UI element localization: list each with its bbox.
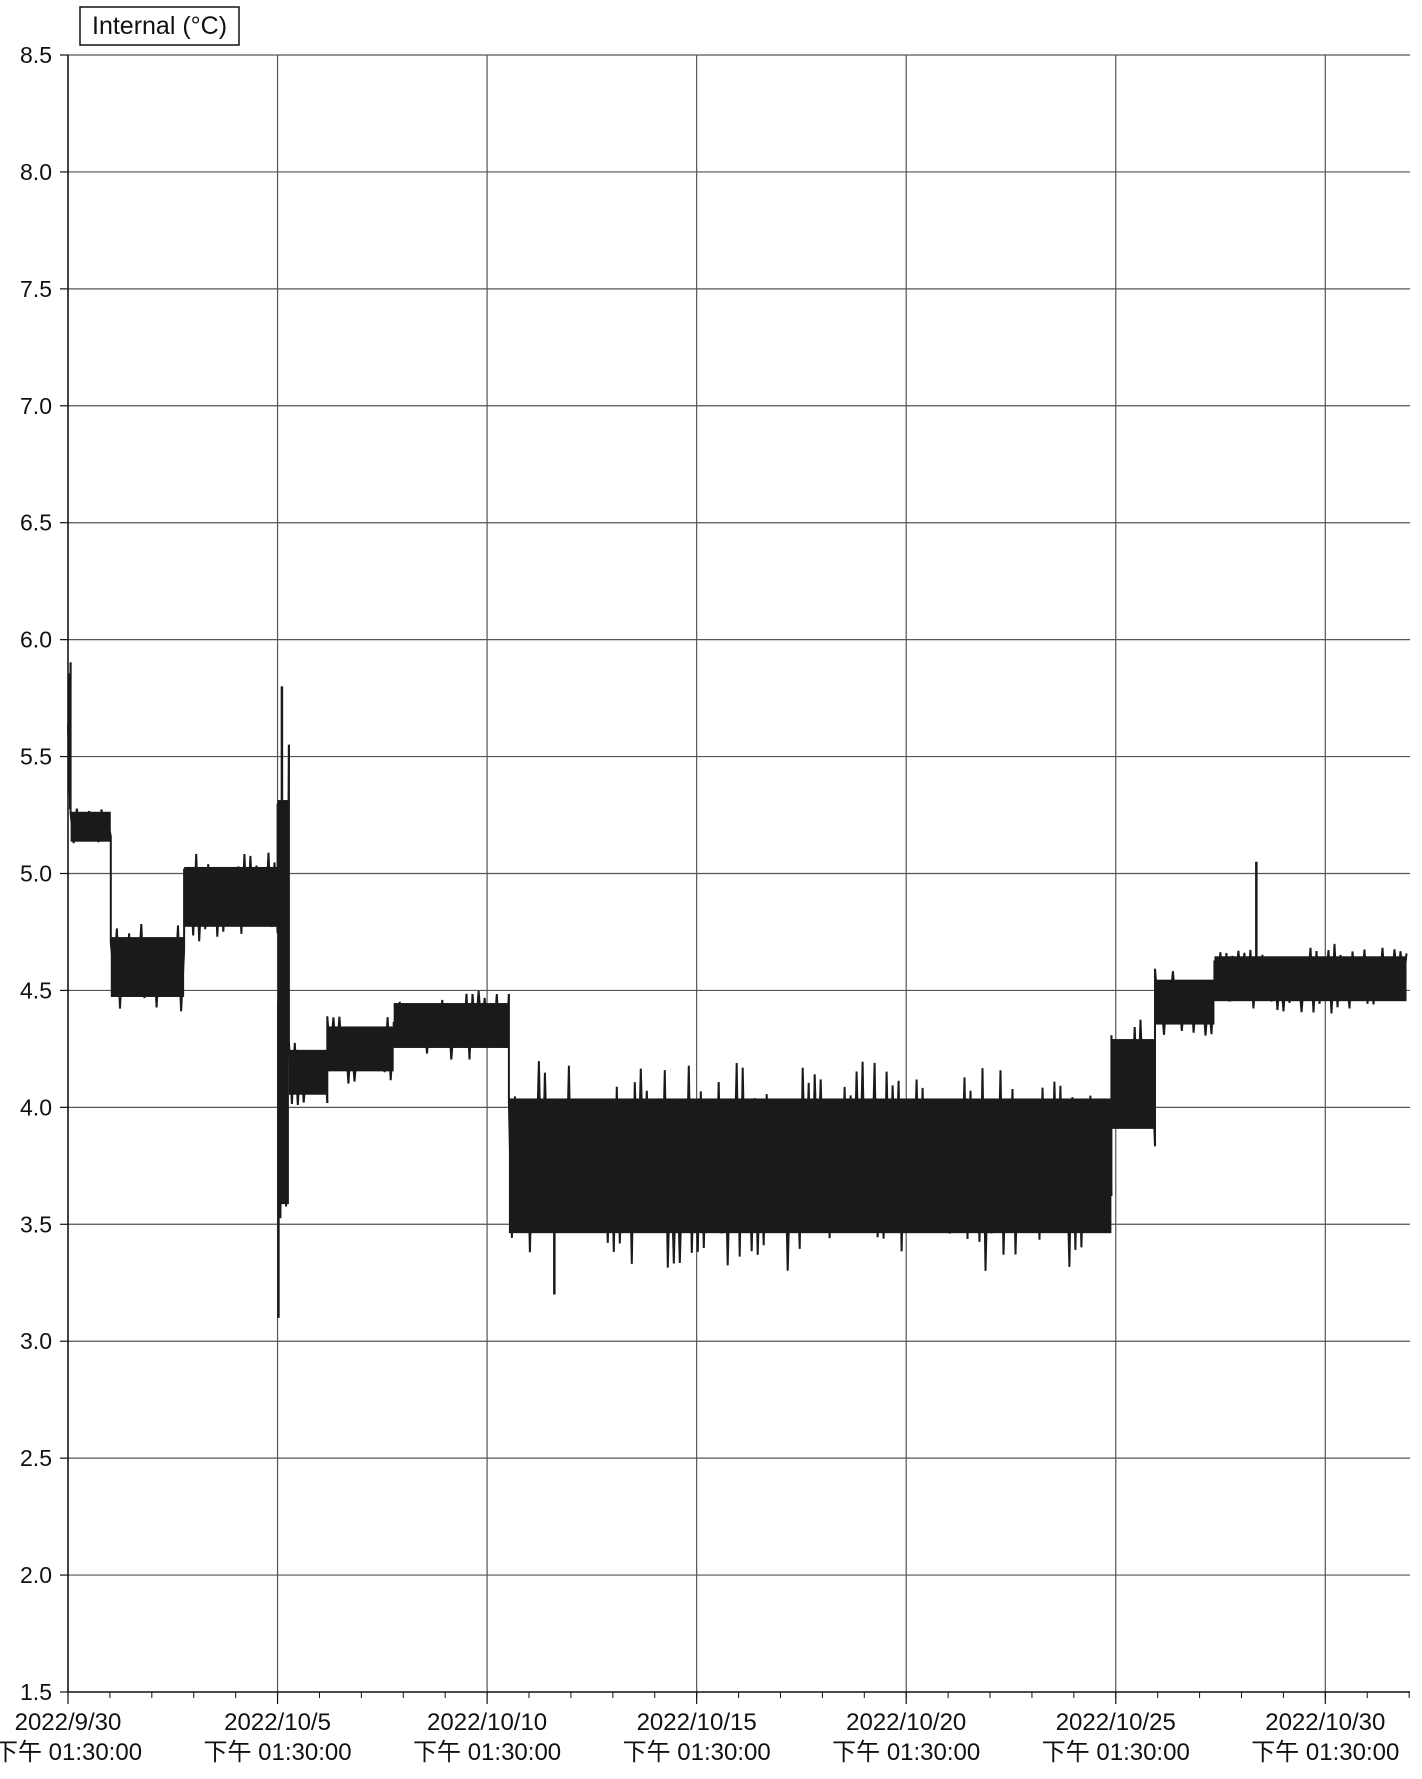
y-tick-label: 3.0 (20, 1328, 52, 1354)
series-band (277, 800, 289, 1205)
y-tick-label: 8.5 (20, 42, 52, 68)
x-tick-label-time: 下午 01:30:00 (413, 1739, 561, 1766)
x-tick-label-date: 2022/10/20 (846, 1709, 966, 1736)
series-trace (1154, 968, 1216, 1147)
y-tick-label: 4.5 (20, 977, 52, 1003)
series-trace (326, 1016, 395, 1103)
series-trace (183, 852, 279, 951)
x-tick-label-time: 下午 01:30:00 (832, 1739, 980, 1766)
x-tick-label-date: 2022/10/5 (224, 1709, 331, 1736)
legend-label: Internal (°C) (92, 12, 227, 40)
series-trace (1213, 943, 1408, 1014)
x-tick-label-date: 2022/10/10 (427, 1709, 547, 1736)
y-tick-label: 5.0 (20, 861, 52, 887)
x-tick-label-date: 2022/10/30 (1265, 1709, 1385, 1736)
x-tick-label-time: 下午 01:30:00 (623, 1739, 771, 1766)
series-layer (67, 662, 1408, 1318)
y-tick-label: 7.5 (20, 276, 52, 302)
x-tick-label-time: 下午 01:30:00 (1251, 1739, 1399, 1766)
axis-layer: 1.5 2.0 2.5 3.0 3.5 4.0 4.5 5.0 5.5 6.0 6.5 7.0 7.5 8… (0, 42, 1410, 1766)
x-tick-label-time: 下午 01:30:00 (204, 1739, 352, 1766)
x-tick-label-date: 2022/9/30 (15, 1709, 122, 1736)
y-tick-label: 8.0 (20, 159, 52, 185)
series-trace (69, 662, 112, 844)
legend-layer: Internal (°C) (79, 6, 240, 46)
series-trace (287, 744, 329, 1105)
x-tick-label-date: 2022/10/15 (637, 1709, 757, 1736)
y-tick-label: 1.5 (20, 1679, 52, 1705)
series-trace (109, 835, 186, 1012)
y-tick-label: 5.5 (20, 744, 52, 770)
y-tick-label: 6.0 (20, 627, 52, 653)
y-tick-label: 3.5 (20, 1211, 52, 1237)
y-tick-label: 7.0 (20, 393, 52, 419)
series-trace (392, 990, 510, 1060)
y-tick-label: 4.0 (20, 1094, 52, 1120)
legend-box (79, 6, 240, 46)
series-trace (507, 994, 1113, 1271)
x-tick-label-time: 下午 01:30:00 (1042, 1739, 1190, 1766)
y-tick-label: 6.5 (20, 510, 52, 536)
y-tick-label: 2.0 (20, 1562, 52, 1588)
x-tick-label-date: 2022/10/25 (1056, 1709, 1176, 1736)
series-trace (1110, 1019, 1156, 1196)
x-tick-label-time: 下午 01:30:00 (0, 1739, 142, 1766)
series-trace (276, 744, 290, 1219)
y-tick-label: 2.5 (20, 1445, 52, 1471)
